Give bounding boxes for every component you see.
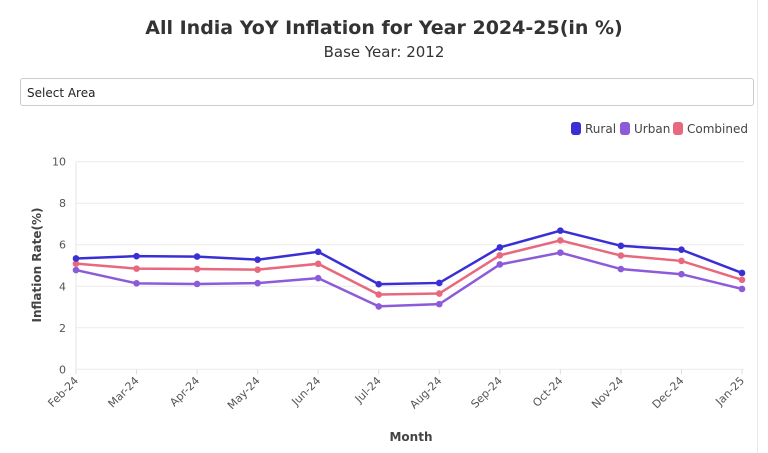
legend-item-urban[interactable]: Urban xyxy=(620,122,670,136)
data-point-urban[interactable] xyxy=(314,274,322,282)
data-point-rural[interactable] xyxy=(496,244,504,251)
data-point-urban[interactable] xyxy=(72,266,80,274)
series-line-rural xyxy=(75,229,743,286)
legend-swatch xyxy=(673,122,683,135)
select-area-dropdown[interactable]: Select Area xyxy=(20,78,754,106)
data-point-rural[interactable] xyxy=(193,253,201,260)
data-point-combined[interactable] xyxy=(193,265,201,273)
data-point-combined[interactable] xyxy=(738,276,746,284)
x-tick-label: Oct-24 xyxy=(530,374,565,409)
chart-title: All India YoY Inflation for Year 2024-25… xyxy=(145,17,623,39)
legend-item-combined[interactable]: Combined xyxy=(673,122,748,136)
data-point-combined[interactable] xyxy=(314,260,322,268)
data-point-urban[interactable] xyxy=(557,249,564,256)
panel-border xyxy=(757,0,758,453)
x-tick-label: Jun-24 xyxy=(289,374,324,409)
data-point-combined[interactable] xyxy=(496,252,504,259)
x-tick-label: May-24 xyxy=(225,374,263,412)
data-point-combined[interactable] xyxy=(435,290,443,297)
y-tick-label: 8 xyxy=(59,197,66,210)
legend-swatch xyxy=(571,122,581,135)
x-tick-label: Jan-25 xyxy=(713,374,748,409)
y-axis-title: Inflation Rate(%) xyxy=(30,207,44,322)
y-tick-label: 2 xyxy=(59,322,66,335)
data-point-rural[interactable] xyxy=(72,255,80,262)
data-point-urban[interactable] xyxy=(617,265,625,273)
data-point-urban[interactable] xyxy=(435,300,443,308)
data-point-urban[interactable] xyxy=(133,280,140,287)
legend-label: Urban xyxy=(634,122,670,136)
data-point-urban[interactable] xyxy=(375,303,383,310)
data-point-urban[interactable] xyxy=(496,261,504,268)
data-point-urban[interactable] xyxy=(678,270,685,278)
data-point-rural[interactable] xyxy=(617,242,625,250)
data-point-combined[interactable] xyxy=(254,266,261,273)
data-point-urban[interactable] xyxy=(193,280,201,288)
data-point-combined[interactable] xyxy=(72,260,80,267)
x-axis-title: Month xyxy=(389,430,432,444)
data-point-rural[interactable] xyxy=(375,280,383,288)
legend-label: Rural xyxy=(585,122,616,136)
data-point-rural[interactable] xyxy=(314,248,322,256)
chart-subtitle: Base Year: 2012 xyxy=(323,43,445,61)
data-point-urban[interactable] xyxy=(738,285,746,293)
x-tick-label: Aug-24 xyxy=(407,374,444,411)
data-point-combined[interactable] xyxy=(617,252,625,259)
legend-swatch xyxy=(620,122,630,135)
x-tick-label: Apr-24 xyxy=(167,374,202,409)
x-tick-label: Mar-24 xyxy=(106,374,142,410)
series-line-urban xyxy=(75,251,743,308)
data-point-rural[interactable] xyxy=(133,252,140,260)
data-point-rural[interactable] xyxy=(738,269,746,277)
data-point-combined[interactable] xyxy=(557,237,564,244)
data-point-rural[interactable] xyxy=(557,227,564,234)
data-point-combined[interactable] xyxy=(375,291,383,298)
data-point-combined[interactable] xyxy=(133,265,140,272)
data-point-rural[interactable] xyxy=(678,246,685,254)
x-tick-label: Jul-24 xyxy=(352,374,384,406)
legend-item-rural[interactable]: Rural xyxy=(571,122,616,136)
y-tick-label: 10 xyxy=(52,156,66,169)
y-tick-label: 4 xyxy=(59,280,66,293)
x-tick-label: Nov-24 xyxy=(589,374,626,411)
legend-label: Combined xyxy=(687,122,748,136)
x-tick-label: Dec-24 xyxy=(650,374,687,411)
x-tick-label: Feb-24 xyxy=(45,374,81,410)
series-line-combined xyxy=(75,239,743,296)
y-tick-label: 0 xyxy=(59,363,66,376)
data-point-rural[interactable] xyxy=(435,279,443,287)
data-point-urban[interactable] xyxy=(254,279,261,287)
y-tick-label: 6 xyxy=(59,239,66,252)
data-point-combined[interactable] xyxy=(678,257,685,265)
x-tick-label: Sep-24 xyxy=(468,374,505,411)
data-point-rural[interactable] xyxy=(254,256,261,263)
